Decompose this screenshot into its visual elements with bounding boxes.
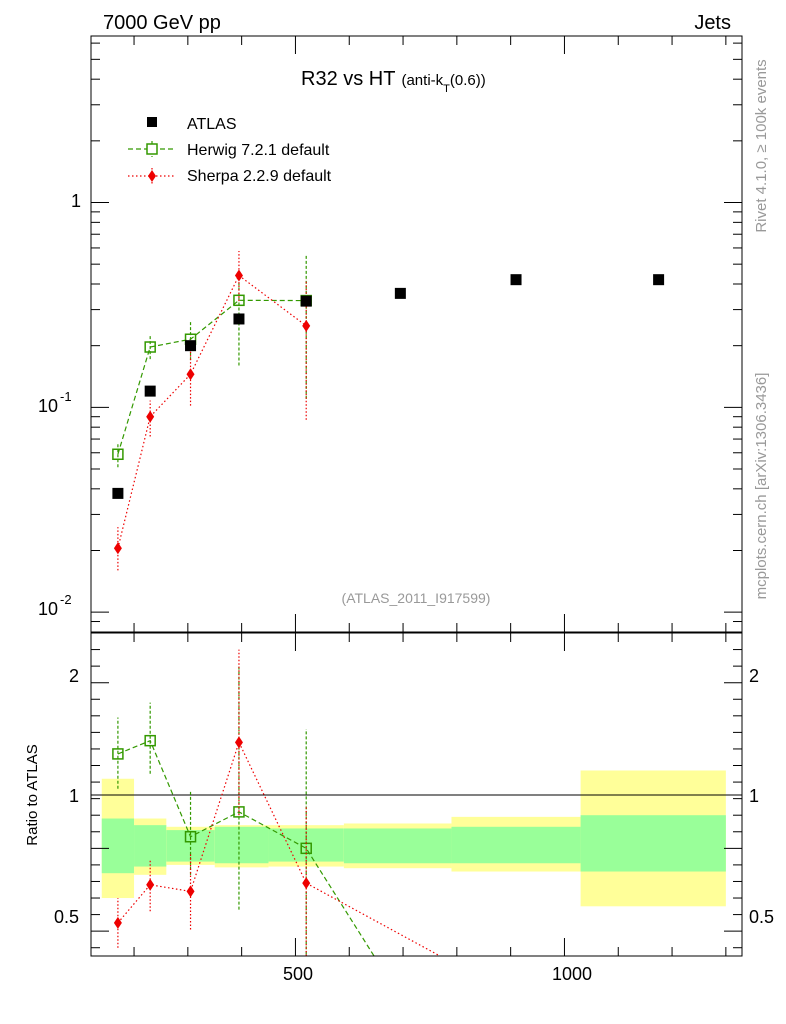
xtick-label-500: 500 [283,964,313,984]
ratio-ytick-2-right: 2 [749,666,759,686]
plot-title-suffix: (anti-k [401,72,443,89]
main-herwig-7-2-1-default-point [144,341,156,353]
ratio-ylabel: Ratio to ATLAS [24,744,41,845]
ratio-frame [90,632,743,957]
ratio-sherpa-2-2-9-default-line [117,740,442,956]
ratio-panel: Ratio to ATLAS 2 1 0.5 2 1 0.5 500 1000 [24,632,774,984]
ytick-label-0p01: 10 -2 [38,592,72,619]
main-panel: R32 vs HT (anti-kT(0.6)) (ATLAS_2011_I917… [38,35,743,633]
xtick-label-1000: 1000 [552,964,592,984]
ratio-ytick-1-left: 1 [69,786,79,806]
legend-sherpa-marker [148,170,156,182]
ratio-band-inner [343,828,452,864]
ratio-herwig-7-2-1-default-line [117,739,375,956]
ytick-label-0p1-exp: -1 [60,389,72,404]
main-atlas-point [144,385,156,397]
legend-herwig-marker [146,143,158,155]
ratio-herwig-7-2-1-default-point [184,830,197,843]
main-frame [90,35,743,633]
legend-sherpa-label: Sherpa 2.2.9 default [187,168,332,185]
legend-atlas-marker [147,117,157,127]
ratio-sherpa-2-2-9-default-point [113,916,122,929]
legend-atlas-label: ATLAS [187,116,237,133]
main-sherpa-2-2-9-default-point [113,542,122,555]
ratio-ytick-0p5-left: 0.5 [54,907,79,927]
energy-label: 7000 GeV pp [103,12,221,34]
main-sherpa-2-2-9-default-point [186,368,195,381]
ratio-herwig-7-2-1-default-point [144,734,156,747]
plot-title-main: R32 vs HT [301,68,395,90]
main-sherpa-2-2-9-default-point [146,410,155,423]
main-atlas-point [112,487,124,499]
main-atlas-point [510,274,522,286]
ytick-label-0p1-base: 10 [38,396,58,416]
ratio-band-inner [214,826,269,864]
main-atlas-point [394,287,406,299]
ratio-ytick-1-right: 1 [749,786,759,806]
ytick-label-0p01-exp: -2 [60,592,72,607]
legend: ATLAS Herwig 7.2.1 default Sherpa 2.2.9 … [128,116,332,185]
ratio-band-inner [101,818,135,874]
ratio-band-inner [580,815,726,872]
ytick-label-1: 1 [71,191,81,211]
analysis-watermark: (ATLAS_2011_I917599) [342,590,491,606]
ratio-sherpa-2-2-9-default-point [146,878,155,891]
ratio-band-inner [134,825,167,867]
ratio-sherpa-2-2-9-default-point [302,877,311,890]
ratio-herwig-7-2-1-default-point [112,748,124,760]
mcplots-label: mcplots.cern.ch [arXiv:1306.3436] [753,373,770,600]
ytick-label-0p1: 10 -1 [38,389,72,416]
ratio-band-inner [451,826,581,864]
ratio-sherpa-2-2-9-default-point [186,885,195,898]
main-herwig-7-2-1-default-point [233,294,245,307]
main-atlas-point [653,274,665,286]
main-sherpa-2-2-9-default-point [234,269,243,282]
ratio-ytick-2-left: 2 [69,666,79,686]
ratio-ytick-0p5-right: 0.5 [749,907,774,927]
main-sherpa-2-2-9-default-line [117,274,307,549]
legend-herwig-label: Herwig 7.2.1 default [187,142,330,159]
plot-title: R32 vs HT (anti-kT(0.6)) [301,68,486,95]
ytick-label-0p01-base: 10 [38,599,58,619]
main-atlas-point [233,313,245,325]
main-atlas-point [185,340,197,352]
main-sherpa-2-2-9-default-point [302,319,311,332]
main-atlas-point [300,295,312,307]
process-label: Jets [694,12,731,34]
main-herwig-7-2-1-default-point [112,448,124,461]
rivet-label: Rivet 4.1.0, ≥ 100k events [753,59,770,232]
ratio-sherpa-2-2-9-default-point [234,736,243,749]
plot-title-suffix-end: (0.6)) [450,72,486,89]
plot-title-subscript: T [443,83,450,95]
